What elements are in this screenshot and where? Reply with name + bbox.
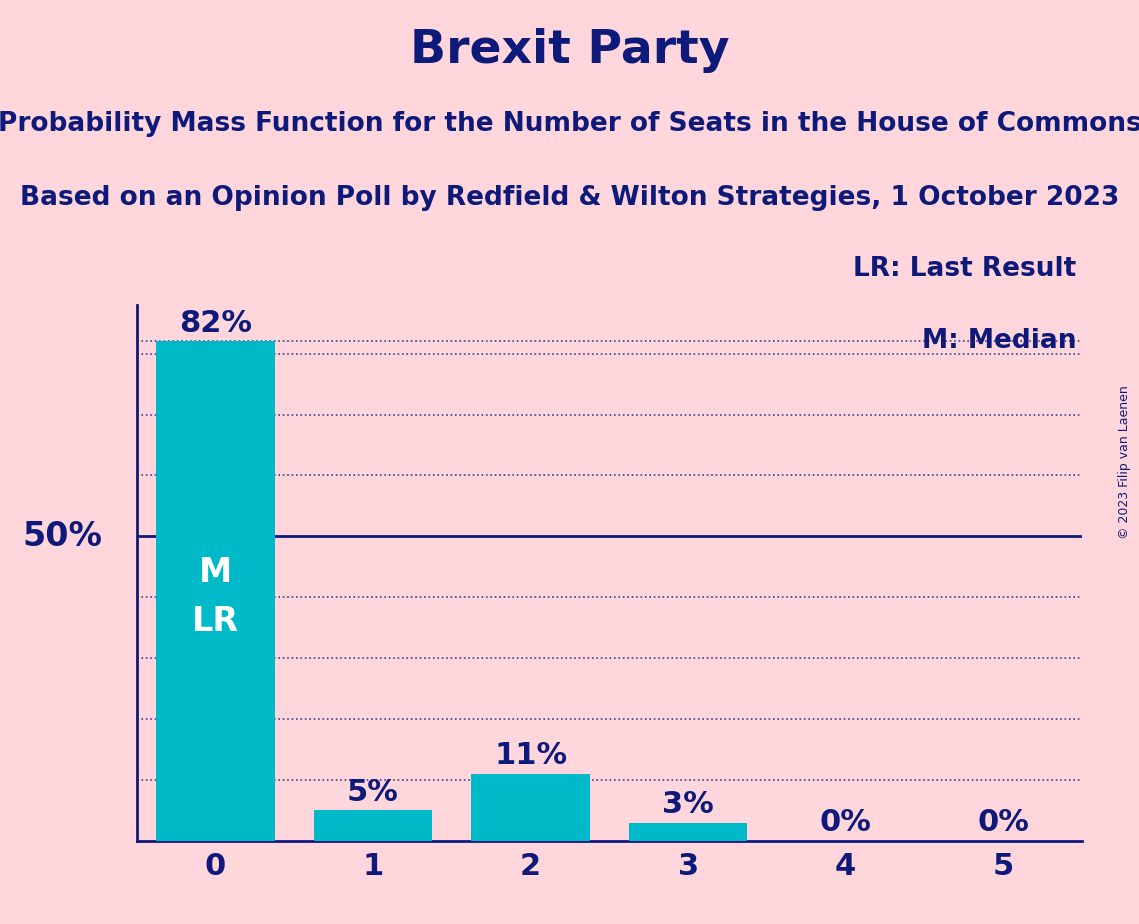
Text: M: M bbox=[199, 556, 232, 590]
Text: 11%: 11% bbox=[494, 741, 567, 771]
Bar bbox=[629, 822, 747, 841]
Text: 0%: 0% bbox=[977, 808, 1030, 837]
Text: Based on an Opinion Poll by Redfield & Wilton Strategies, 1 October 2023: Based on an Opinion Poll by Redfield & W… bbox=[19, 185, 1120, 211]
Text: 0%: 0% bbox=[820, 808, 871, 837]
Text: 3%: 3% bbox=[662, 790, 714, 819]
Text: 82%: 82% bbox=[179, 309, 252, 338]
Text: LR: Last Result: LR: Last Result bbox=[853, 256, 1076, 282]
Text: 50%: 50% bbox=[23, 520, 103, 553]
Bar bbox=[314, 810, 432, 841]
Text: 5%: 5% bbox=[347, 778, 399, 807]
Bar bbox=[156, 342, 274, 841]
Text: M: Median: M: Median bbox=[921, 328, 1076, 355]
Text: Probability Mass Function for the Number of Seats in the House of Commons: Probability Mass Function for the Number… bbox=[0, 111, 1139, 137]
Text: © 2023 Filip van Laenen: © 2023 Filip van Laenen bbox=[1118, 385, 1131, 539]
Bar bbox=[472, 774, 590, 841]
Text: LR: LR bbox=[191, 605, 239, 638]
Text: Brexit Party: Brexit Party bbox=[410, 28, 729, 73]
